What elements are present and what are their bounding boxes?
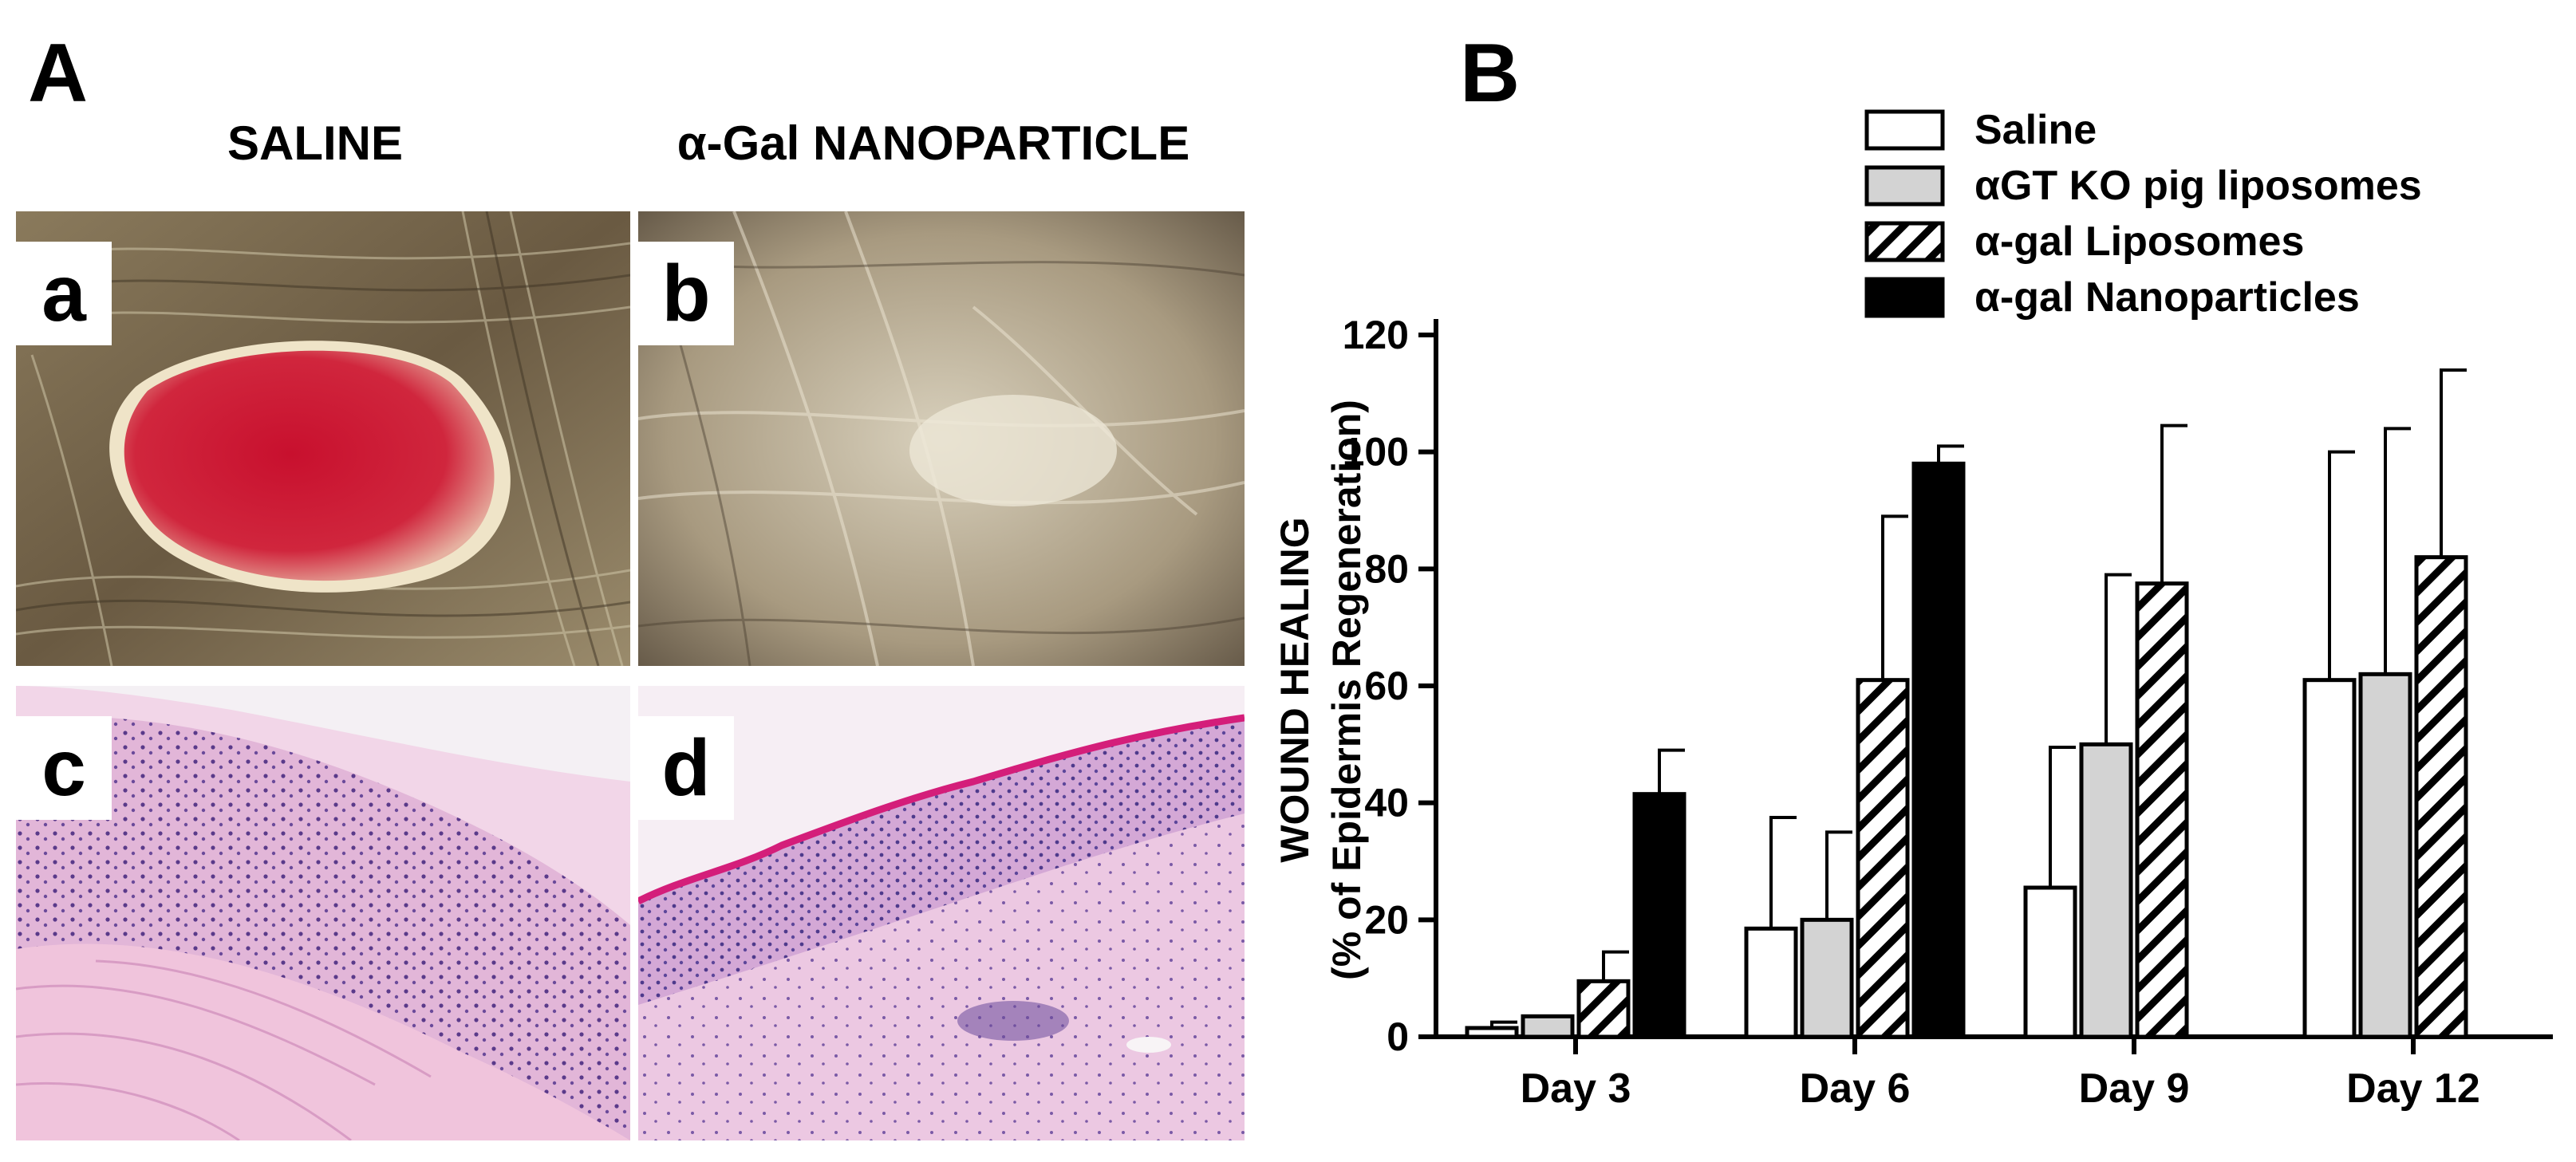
- y-tick-label: 120: [1343, 313, 1409, 357]
- histology-saline-image: [16, 686, 630, 1140]
- y-tick-label: 0: [1387, 1014, 1409, 1059]
- legend-swatch-4: [1864, 277, 1945, 318]
- histology-saline: c: [16, 686, 630, 1140]
- bar-4-day-6: [1911, 461, 1966, 1039]
- bar-4-day-3: [1632, 792, 1686, 1039]
- x-tick-label: Day 3: [1521, 1065, 1631, 1112]
- bar-1-day-6: [1744, 926, 1798, 1039]
- y-axis-label: WOUND HEALING (% of Epidermis Regenerati…: [1272, 400, 1369, 980]
- bar-2-day-6: [1800, 917, 1854, 1039]
- y-tick-label: 100: [1343, 430, 1409, 475]
- x-tick-label: Day 6: [1800, 1065, 1911, 1112]
- bar-3-day-3: [1576, 979, 1631, 1039]
- bar-1-day-9: [2023, 885, 2077, 1039]
- y-tick-label: 20: [1364, 897, 1409, 942]
- y-axis-label-line1: WOUND HEALING: [1272, 517, 1317, 862]
- chart-legend: Saline αGT KO pig liposomes α-gal Liposome…: [1864, 107, 2422, 321]
- chart-bars: [1465, 368, 2468, 1039]
- bar-3-day-9: [2135, 581, 2189, 1039]
- bar-3-day-12: [2414, 555, 2468, 1039]
- legend-label-4: α-gal Nanoparticles: [1974, 274, 2360, 321]
- x-tick-label: Day 9: [2079, 1065, 2190, 1112]
- photo-label-b: b: [638, 242, 734, 345]
- column-title-saline: SALINE: [227, 116, 404, 170]
- bar-1-day-12: [2302, 678, 2357, 1039]
- bar-1-day-3: [1465, 1026, 1519, 1039]
- wound-saline-image: [16, 211, 630, 666]
- legend-label-1: Saline: [1974, 107, 2097, 153]
- histology-nanoparticle: d: [638, 686, 1245, 1140]
- legend-swatch-3: [1864, 221, 1945, 262]
- panel-letter-a: A: [28, 27, 89, 120]
- legend-label-3: α-gal Liposomes: [1974, 219, 2304, 265]
- photo-label-c: c: [16, 716, 112, 820]
- panel-letter-b: B: [1460, 27, 1521, 120]
- photo-label-a: a: [16, 242, 112, 345]
- wound-healing-chart: Saline αGT KO pig liposomes α-gal Liposome…: [1272, 107, 2553, 1112]
- photo-wound-saline: a: [16, 211, 630, 666]
- legend-swatch-2: [1864, 165, 1945, 207]
- photo-wound-nanoparticle: b: [638, 211, 1245, 666]
- y-tick-label: 40: [1364, 781, 1409, 825]
- histology-nanoparticle-image: [638, 686, 1245, 1140]
- y-tick-label: 80: [1364, 546, 1409, 591]
- bar-2-day-3: [1521, 1014, 1575, 1039]
- bar-2-day-12: [2358, 672, 2412, 1039]
- x-tick-label: Day 12: [2346, 1065, 2480, 1112]
- bar-3-day-6: [1856, 678, 1910, 1039]
- column-title-nanoparticle: α-Gal NANOPARTICLE: [677, 116, 1190, 170]
- y-tick-label: 60: [1364, 664, 1409, 708]
- bar-2-day-9: [2079, 742, 2133, 1039]
- legend-swatch-1: [1864, 109, 1945, 151]
- photo-label-d: d: [638, 716, 734, 820]
- legend-label-2: αGT KO pig liposomes: [1974, 163, 2422, 209]
- y-axis-label-line2: (% of Epidermis Regeneration): [1324, 400, 1369, 980]
